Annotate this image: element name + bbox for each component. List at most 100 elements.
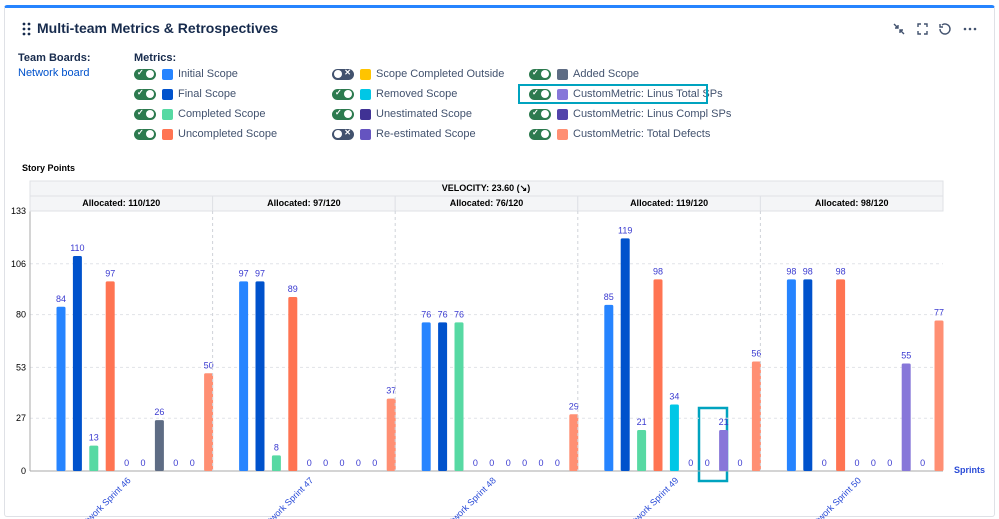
bar	[454, 322, 464, 471]
legend-item: ✓ Uncompleted Scope	[134, 127, 277, 141]
value-label: 29	[569, 401, 579, 411]
bar	[604, 304, 614, 471]
toggle[interactable]: ✓	[529, 68, 551, 80]
toggle-icon: ✓	[137, 127, 144, 137]
bar	[637, 429, 647, 471]
velocity: VELOCITY: 23.60 (↘)	[442, 183, 530, 193]
toggle-icon: ✓	[335, 107, 342, 117]
legend-swatch	[162, 68, 173, 80]
bar	[288, 297, 298, 471]
legend-label: Unestimated Scope	[376, 108, 472, 120]
bar	[803, 279, 813, 471]
allocation: Allocated: 97/120	[267, 198, 341, 208]
y-tick-label: 80	[16, 310, 26, 320]
toggle[interactable]: ✓	[529, 87, 551, 100]
board-link[interactable]: Network board	[18, 67, 90, 79]
value-label: 21	[719, 417, 729, 427]
toggle-icon: ✓	[532, 87, 539, 97]
value-label: 84	[56, 294, 66, 304]
toggle-knob	[344, 90, 352, 98]
value-label: 76	[438, 309, 448, 319]
toggle[interactable]: ✓	[332, 107, 354, 120]
legend-item: ✓ CustomMetric: Linus Compl SPs	[529, 107, 731, 121]
legend-swatch	[162, 88, 173, 100]
bar	[154, 420, 164, 471]
refresh-icon[interactable]	[939, 23, 951, 35]
toggle-icon: ✕	[344, 67, 351, 77]
y-tick-label: 53	[16, 362, 26, 372]
value-label: 0	[538, 458, 543, 468]
value-label: 0	[705, 458, 710, 468]
toggle[interactable]: ✕	[332, 128, 354, 140]
value-label: 98	[836, 266, 846, 276]
value-label: 89	[288, 284, 298, 294]
legend-label: Uncompleted Scope	[178, 128, 278, 140]
collapse-icon[interactable]	[893, 23, 905, 35]
team-boards-label: Team Boards:	[18, 52, 91, 64]
value-label: 119	[618, 225, 632, 235]
value-label: 0	[173, 458, 178, 468]
toggle-knob	[541, 90, 549, 98]
value-label: 0	[920, 458, 925, 468]
value-label: 97	[239, 268, 249, 278]
y-tick-label: 0	[21, 466, 26, 476]
toggle[interactable]: ✓	[529, 128, 551, 140]
value-label: 0	[339, 458, 344, 468]
toggle-knob	[541, 110, 549, 118]
value-label: 76	[421, 309, 431, 319]
legend-label: Added Scope	[573, 68, 640, 80]
legend-swatch	[557, 88, 568, 100]
fullscreen-icon[interactable]	[917, 23, 928, 35]
value-label: 0	[506, 458, 511, 468]
value-label: 97	[255, 268, 265, 278]
value-label: 0	[356, 458, 361, 468]
value-label: 0	[871, 458, 876, 468]
value-label: 21	[637, 417, 647, 427]
legend-label: CustomMetric: Linus Total SPs	[573, 88, 723, 100]
toggle-icon: ✓	[137, 67, 144, 77]
legend-swatch	[557, 108, 568, 120]
toggle[interactable]: ✓	[332, 88, 354, 100]
toggle-knob	[344, 110, 352, 118]
toggle[interactable]: ✕	[332, 67, 354, 80]
drag-handle[interactable]	[22, 22, 32, 36]
allocation: Allocated: 98/120	[815, 198, 889, 208]
value-label: 34	[669, 392, 679, 402]
bar	[751, 361, 761, 471]
value-label: 0	[555, 458, 560, 468]
value-label: 0	[323, 458, 328, 468]
bar	[569, 414, 579, 471]
value-label: 76	[454, 309, 464, 319]
title: Multi-team Metrics & Retrospectives	[37, 20, 279, 36]
x-tick-label: Network Sprint 48	[440, 475, 498, 519]
allocation: Allocated: 76/120	[450, 198, 524, 208]
value-label: 0	[854, 458, 859, 468]
bar	[438, 322, 448, 471]
legend-swatch	[360, 108, 371, 120]
legend-label: Re-estimated Scope	[376, 128, 476, 140]
x-tick-label: Network Sprint 49	[623, 475, 681, 519]
value-label: 0	[688, 458, 693, 468]
legend-item: ✓ CustomMetric: Linus Total SPs	[529, 87, 723, 101]
value-label: 98	[803, 266, 813, 276]
legend-item: ✓ Removed Scope	[332, 87, 457, 101]
value-label: 97	[105, 268, 115, 278]
toggle[interactable]: ✓	[134, 88, 156, 100]
bar	[719, 429, 729, 471]
toggle[interactable]: ✓	[134, 67, 156, 80]
allocation: Allocated: 119/120	[630, 198, 708, 208]
legend-item: ✓ Added Scope	[529, 67, 639, 81]
toggle[interactable]: ✓	[134, 127, 156, 140]
legend-item: ✕ Scope Completed Outside	[332, 67, 504, 81]
value-label: 0	[140, 458, 145, 468]
value-label: 0	[489, 458, 494, 468]
bar	[620, 238, 630, 471]
bar	[934, 320, 944, 471]
toggle[interactable]: ✓	[529, 108, 551, 120]
toggle-icon: ✓	[137, 107, 144, 117]
value-label: 13	[89, 433, 99, 443]
toggle[interactable]: ✓	[134, 107, 156, 120]
value-label: 77	[934, 307, 944, 317]
more-icon[interactable]	[963, 27, 977, 31]
